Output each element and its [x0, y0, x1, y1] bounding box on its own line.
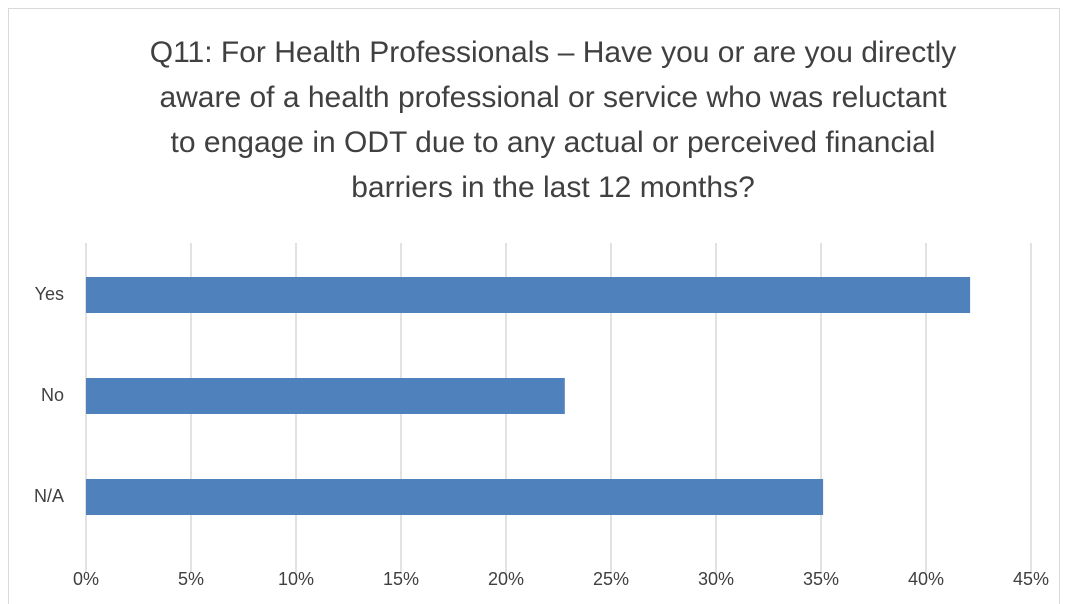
x-tick-label: 35% [803, 569, 839, 589]
y-tick-label: Yes [35, 284, 64, 304]
x-tick-label: 5% [178, 569, 204, 589]
x-tick-label: 20% [488, 569, 524, 589]
x-tick-label: 10% [278, 569, 314, 589]
chart-title: Q11: For Health Professionals – Have you… [149, 36, 957, 204]
bar [86, 378, 565, 414]
y-tick-label: No [41, 385, 64, 405]
x-tick-label: 30% [698, 569, 734, 589]
chart-border [8, 8, 1060, 604]
x-tick-label: 0% [73, 569, 99, 589]
y-tick-label: N/A [34, 486, 64, 506]
bar [86, 277, 971, 313]
x-tick-label: 25% [593, 569, 629, 589]
x-tick-label: 45% [1013, 569, 1049, 589]
x-tick-label: 15% [383, 569, 419, 589]
x-tick-label: 40% [908, 569, 944, 589]
bar [86, 479, 824, 515]
